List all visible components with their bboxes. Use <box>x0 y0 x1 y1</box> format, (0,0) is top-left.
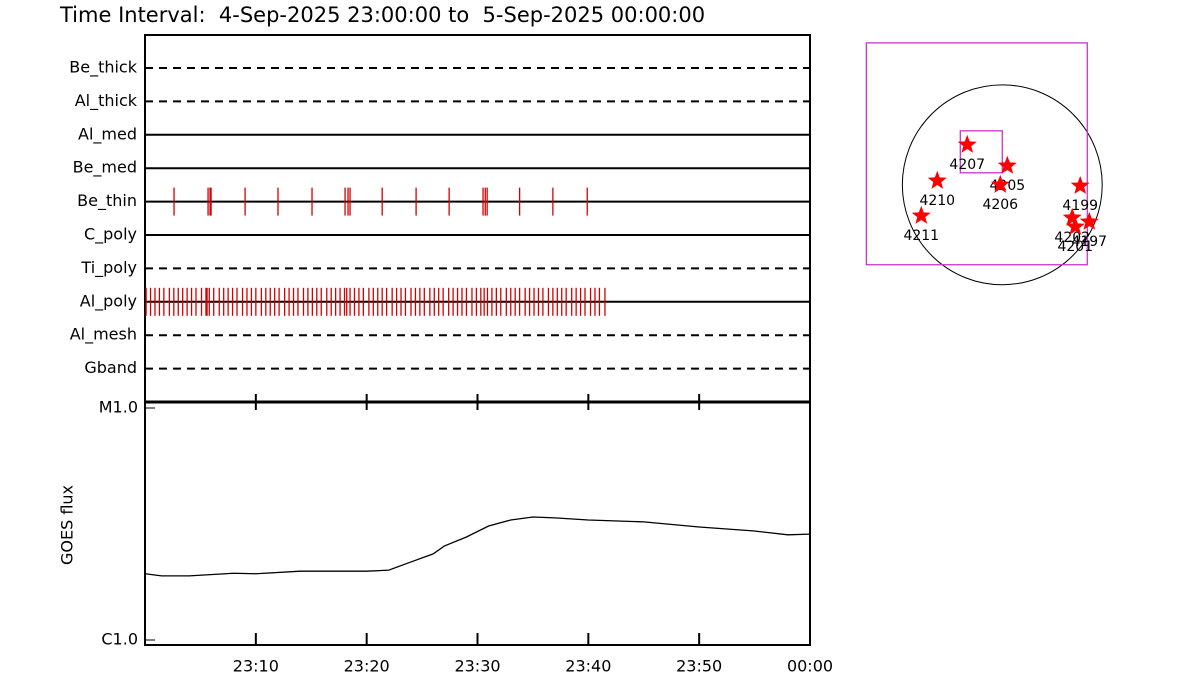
region-star <box>911 205 931 224</box>
row-label: Al_poly <box>80 291 137 311</box>
row-label: C_poly <box>84 225 137 245</box>
chart-title: Time Interval: 4-Sep-2025 23:00:00 to 5-… <box>59 3 705 27</box>
y-tick-label: C1.0 <box>101 630 138 649</box>
region-star <box>957 134 977 153</box>
region-star <box>1062 207 1082 226</box>
row-label: Al_thick <box>75 91 138 111</box>
x-tick-label: 23:50 <box>676 657 722 676</box>
y-tick-label: M1.0 <box>99 398 138 417</box>
solar-limb <box>901 84 1103 286</box>
goes-curve <box>144 516 811 577</box>
region-star <box>997 155 1017 174</box>
region-label: 4199 <box>1062 198 1098 214</box>
row-label: Al_mesh <box>70 325 137 345</box>
region-star <box>1065 216 1085 235</box>
region-label: 4210 <box>919 193 955 209</box>
region-label: 4207 <box>949 157 985 173</box>
region-star <box>1079 211 1099 230</box>
row-label: Al_med <box>78 124 137 144</box>
region-star <box>990 174 1010 193</box>
plot-frame <box>144 34 811 646</box>
region-label: 4202 <box>1054 230 1090 246</box>
x-tick-label: 00:00 <box>787 657 833 676</box>
row-label: Be_thick <box>69 58 137 78</box>
frame <box>144 34 811 646</box>
region-star <box>1070 175 1090 194</box>
row-label: Be_med <box>73 158 137 178</box>
row-label: Ti_poly <box>80 258 137 278</box>
region-star <box>927 170 947 189</box>
fov-box <box>959 130 1003 174</box>
x-tick-label: 23:20 <box>344 657 390 676</box>
x-tick-label: 23:40 <box>565 657 611 676</box>
row-label: Be_thin <box>77 191 137 211</box>
region-label: 4206 <box>982 197 1018 213</box>
x-tick-label: 23:10 <box>233 657 279 676</box>
y-axis-label: GOES flux <box>58 485 77 565</box>
row-label: Gband <box>84 358 137 377</box>
region-label: 4211 <box>903 228 939 244</box>
region-label: 4197 <box>1071 234 1107 250</box>
x-tick-label: 23:30 <box>454 657 500 676</box>
fov-box <box>865 42 1088 266</box>
region-label: 4201 <box>1057 239 1093 255</box>
